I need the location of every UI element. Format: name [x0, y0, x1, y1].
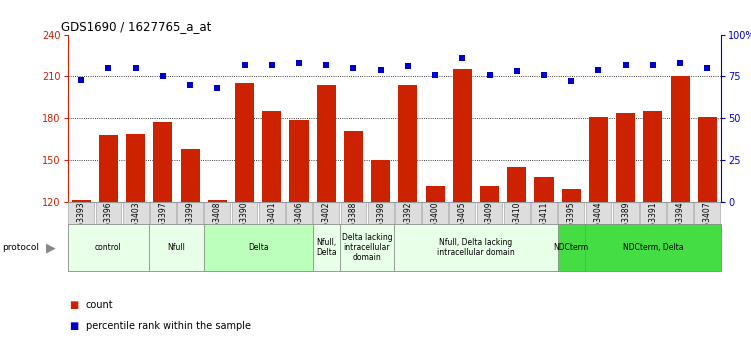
Bar — [371, 160, 391, 202]
Text: GDS1690 / 1627765_a_at: GDS1690 / 1627765_a_at — [61, 20, 212, 33]
Text: Delta lacking
intracellular
domain: Delta lacking intracellular domain — [342, 233, 392, 263]
Bar — [398, 85, 418, 202]
Bar — [671, 76, 689, 202]
Point — [266, 62, 278, 67]
Bar — [698, 117, 717, 202]
Text: ■: ■ — [69, 300, 78, 310]
Text: protocol: protocol — [2, 243, 39, 252]
Point — [320, 62, 332, 67]
Bar — [562, 189, 581, 202]
Bar — [344, 131, 363, 202]
Point — [184, 82, 196, 88]
Bar — [153, 122, 173, 202]
Text: Nfull, Delta lacking
intracellular domain: Nfull, Delta lacking intracellular domai… — [437, 238, 515, 257]
Bar — [644, 111, 662, 202]
Bar — [262, 111, 282, 202]
Text: ■: ■ — [69, 321, 78, 331]
Text: percentile rank within the sample: percentile rank within the sample — [86, 321, 251, 331]
Point — [566, 79, 578, 84]
Point — [157, 73, 169, 79]
Bar — [480, 187, 499, 202]
Point — [293, 60, 305, 66]
Text: control: control — [95, 243, 122, 252]
Point — [511, 69, 523, 74]
Bar — [126, 134, 145, 202]
Point — [620, 62, 632, 67]
Point — [484, 72, 496, 77]
Point — [457, 55, 469, 61]
Text: Nfull: Nfull — [167, 243, 185, 252]
Text: NDCterm: NDCterm — [553, 243, 589, 252]
Point — [593, 67, 605, 72]
Bar — [289, 120, 309, 202]
Point — [402, 63, 414, 69]
Bar — [589, 117, 608, 202]
Bar — [616, 112, 635, 202]
Bar — [535, 177, 553, 202]
Point — [647, 62, 659, 67]
Text: Nfull,
Delta: Nfull, Delta — [316, 238, 336, 257]
Point — [538, 72, 550, 77]
Bar — [71, 200, 91, 202]
Bar — [235, 83, 254, 202]
Point — [375, 67, 387, 72]
Point — [429, 72, 441, 77]
Bar — [453, 69, 472, 202]
Point — [701, 65, 713, 71]
Text: count: count — [86, 300, 113, 310]
Bar — [180, 149, 200, 202]
Bar — [208, 200, 227, 202]
Point — [211, 85, 223, 91]
Point — [239, 62, 251, 67]
Text: Delta: Delta — [248, 243, 268, 252]
Bar — [507, 167, 526, 202]
Point — [130, 65, 142, 71]
Bar — [99, 135, 118, 202]
Text: NDCterm, Delta: NDCterm, Delta — [623, 243, 683, 252]
Bar — [426, 187, 445, 202]
Point — [674, 60, 686, 66]
Bar — [317, 85, 336, 202]
Text: ▶: ▶ — [46, 241, 55, 254]
Point — [75, 77, 87, 82]
Point — [348, 65, 360, 71]
Point — [102, 65, 114, 71]
